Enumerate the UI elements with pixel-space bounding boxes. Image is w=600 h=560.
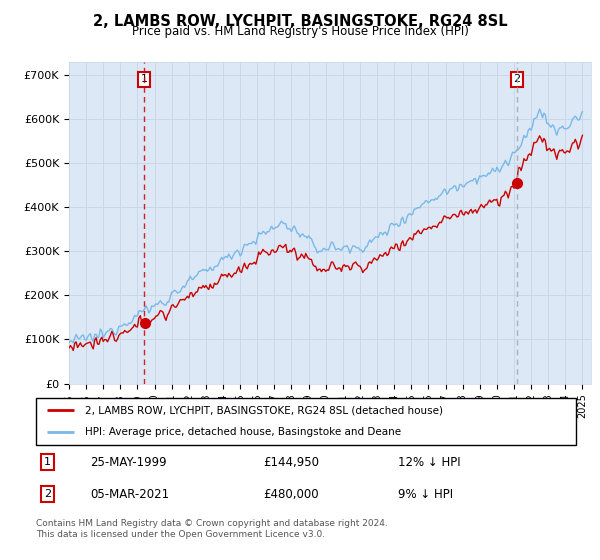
Text: 05-MAR-2021: 05-MAR-2021 bbox=[90, 488, 169, 501]
Text: 2: 2 bbox=[44, 489, 51, 500]
Text: 12% ↓ HPI: 12% ↓ HPI bbox=[398, 456, 460, 469]
Text: 2, LAMBS ROW, LYCHPIT, BASINGSTOKE, RG24 8SL: 2, LAMBS ROW, LYCHPIT, BASINGSTOKE, RG24… bbox=[92, 14, 508, 29]
Text: Contains HM Land Registry data © Crown copyright and database right 2024.
This d: Contains HM Land Registry data © Crown c… bbox=[36, 519, 388, 539]
Text: 25-MAY-1999: 25-MAY-1999 bbox=[90, 456, 167, 469]
FancyBboxPatch shape bbox=[36, 398, 576, 445]
Text: 1: 1 bbox=[140, 74, 148, 85]
Text: 9% ↓ HPI: 9% ↓ HPI bbox=[398, 488, 453, 501]
Text: £144,950: £144,950 bbox=[263, 456, 319, 469]
Text: 2: 2 bbox=[514, 74, 520, 85]
Text: HPI: Average price, detached house, Basingstoke and Deane: HPI: Average price, detached house, Basi… bbox=[85, 427, 401, 437]
Text: 1: 1 bbox=[44, 457, 51, 467]
Text: 2, LAMBS ROW, LYCHPIT, BASINGSTOKE, RG24 8SL (detached house): 2, LAMBS ROW, LYCHPIT, BASINGSTOKE, RG24… bbox=[85, 405, 443, 416]
Text: £480,000: £480,000 bbox=[263, 488, 319, 501]
Text: Price paid vs. HM Land Registry's House Price Index (HPI): Price paid vs. HM Land Registry's House … bbox=[131, 25, 469, 38]
